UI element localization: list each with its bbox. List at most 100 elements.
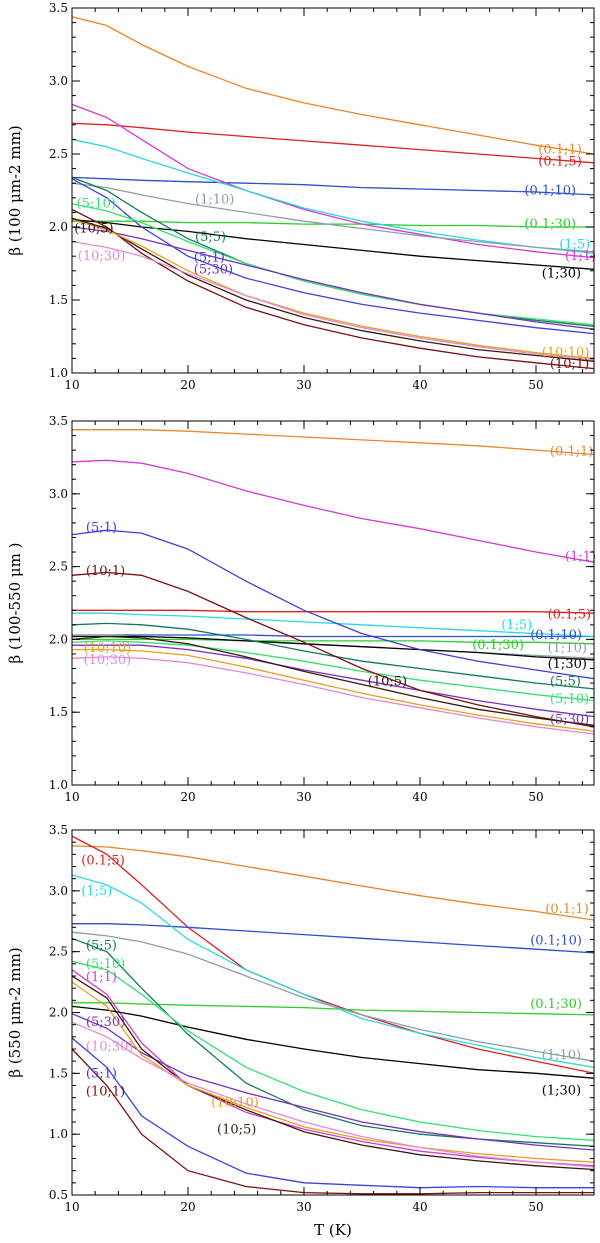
series-label: (10;1) xyxy=(86,564,125,579)
series-line-0-1-10 xyxy=(72,634,594,638)
series-line-10-1 xyxy=(72,208,594,370)
series-label: (1;10) xyxy=(542,1048,581,1063)
chart-panel-2: (0.1;1) (0.1;5) (0.1;10) (0.1;30) (1;1) (1;5)… xyxy=(6,414,596,804)
x-tick-label: 10 xyxy=(64,790,79,804)
x-tick-label: 50 xyxy=(528,1200,543,1214)
series-label: (0.1;30) xyxy=(524,217,576,232)
series-label: (0.1;30) xyxy=(472,638,524,653)
series-line-10-1 xyxy=(72,571,594,728)
chart-panel-3: (0.1;1) (0.1;5) (0.1;10) (0.1;30) (1;1) (1;5)… xyxy=(6,823,595,1239)
x-tick-label: 30 xyxy=(296,1200,311,1214)
series-label: (10;30) xyxy=(86,1040,134,1055)
series-label: (0.1;5) xyxy=(538,154,581,169)
series-line-5-10 xyxy=(72,640,594,702)
y-tick-label: 2.5 xyxy=(49,147,68,161)
y-axis-title: β (550 μm-2 mm) xyxy=(6,947,24,1077)
series-label: (5;1) xyxy=(194,251,225,266)
series-label: (5;10) xyxy=(77,197,116,212)
series-line-1-5 xyxy=(72,138,594,254)
series-label: (0.1;1) xyxy=(550,445,593,460)
y-tick-label: 2.5 xyxy=(49,560,68,574)
y-tick-label: 1.0 xyxy=(49,778,68,792)
series-line-10-10 xyxy=(72,219,594,360)
series-label: (1;10) xyxy=(548,641,587,656)
y-tick-label: 1.5 xyxy=(49,293,68,307)
series-line-5-1 xyxy=(72,1037,594,1189)
series-label: (10;1) xyxy=(86,1085,125,1100)
series-label: (5;5) xyxy=(195,230,226,245)
series-line-5-10 xyxy=(72,202,594,326)
x-tick-label: 10 xyxy=(64,378,79,392)
y-tick-label: 1.5 xyxy=(49,1066,68,1080)
series-label: (1;10) xyxy=(195,192,234,207)
x-tick-label: 50 xyxy=(528,790,543,804)
series-label: (0.1;5) xyxy=(548,608,591,623)
series-label: (1;5) xyxy=(501,618,532,633)
x-tick-label: 40 xyxy=(412,378,427,392)
y-tick-label: 1.0 xyxy=(49,1127,68,1141)
series-label: (1;1) xyxy=(565,549,596,564)
y-tick-label: 2.0 xyxy=(49,1006,68,1020)
series-label: (5;30) xyxy=(550,713,589,728)
series-line-10-5 xyxy=(72,217,594,362)
series-line-5-5 xyxy=(72,622,594,690)
series-label: (10;5) xyxy=(74,222,113,237)
x-tick-label: 20 xyxy=(180,790,195,804)
series-label: (0.1;1) xyxy=(538,143,581,158)
series-line-5-1 xyxy=(72,178,594,335)
y-tick-label: 3.5 xyxy=(49,1,68,15)
series-line-0-1-30 xyxy=(72,1002,594,1016)
series-line-0-1-5 xyxy=(72,835,594,1074)
y-tick-label: 3.5 xyxy=(49,823,68,837)
series-line-1-1 xyxy=(72,103,594,259)
x-tick-label: 10 xyxy=(64,1200,79,1214)
series-line-10-10 xyxy=(72,648,594,732)
series-label: (1;30) xyxy=(542,1083,581,1098)
series-label: (0.1;30) xyxy=(530,997,582,1012)
series-line-1-10 xyxy=(72,931,594,1062)
y-tick-label: 3.5 xyxy=(49,414,68,428)
series-label: (1;1) xyxy=(565,249,596,264)
x-tick-label: 50 xyxy=(528,378,543,392)
series-label: (10;10) xyxy=(211,1096,259,1111)
series-label: (0.1;10) xyxy=(524,184,576,199)
series-label: (1;30) xyxy=(542,267,581,282)
series-line-0-1-30 xyxy=(72,220,594,228)
series-line-5-5 xyxy=(72,937,594,1147)
series-line-10-10 xyxy=(72,981,594,1163)
series-label: (10;5) xyxy=(217,1122,256,1137)
series-line-10-30 xyxy=(72,656,594,735)
series-line-0-1-10 xyxy=(72,176,594,196)
x-axis-title: T (K) xyxy=(314,1221,352,1239)
series-line-1-1 xyxy=(72,459,594,563)
series-line-10-30 xyxy=(72,1021,594,1168)
chart-panel-1: (0.1;1)(0.1;5) (0.1;10) (0.1;30) (1;1)(1;5)… xyxy=(6,1,596,392)
x-tick-label: 40 xyxy=(412,790,427,804)
series-label: (10;30) xyxy=(84,653,132,668)
series-line-1-1 xyxy=(72,969,594,1167)
series-line-5-10 xyxy=(72,960,594,1141)
y-tick-label: 3.0 xyxy=(49,487,68,501)
series-line-1-10 xyxy=(72,182,594,253)
y-tick-label: 1.0 xyxy=(49,366,68,380)
x-tick-label: 30 xyxy=(296,790,311,804)
series-line-0-1-5 xyxy=(72,122,594,164)
series-label: (10;10) xyxy=(542,346,590,361)
x-tick-label: 40 xyxy=(412,1200,427,1214)
x-tick-label: 20 xyxy=(180,378,195,392)
y-axis-title: β (100 μm-2 mm) xyxy=(6,125,24,255)
series-label: (0.1;10) xyxy=(530,934,582,949)
series-label: (0.1;5) xyxy=(81,853,124,868)
x-tick-label: 20 xyxy=(180,1200,195,1214)
series-line-1-30 xyxy=(72,635,594,661)
series-line-10-30 xyxy=(72,240,594,361)
y-tick-label: 2.5 xyxy=(49,945,68,959)
y-tick-label: 2.0 xyxy=(49,220,68,234)
y-axis-title: β (100-550 μm ) xyxy=(6,543,24,664)
series-label: (10;1) xyxy=(550,357,589,372)
series-line-5-30 xyxy=(72,1013,594,1151)
series-label: (5;5) xyxy=(550,675,581,690)
series-label: (5;1) xyxy=(86,520,117,535)
series-line-5-1 xyxy=(72,529,594,680)
